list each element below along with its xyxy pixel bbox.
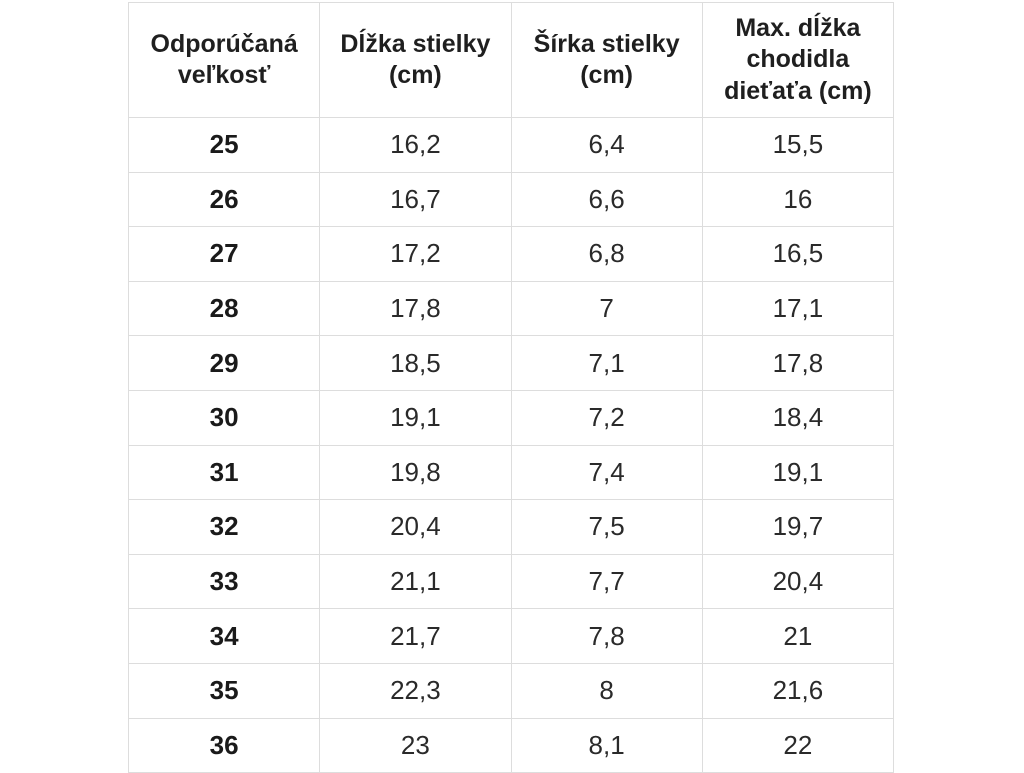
table-cell: 21,7 (319, 608, 512, 664)
size-cell: 33 (127, 553, 321, 610)
table-cell: 6,6 (510, 171, 703, 228)
table-row: 27 17,2 6,8 16,5 (127, 226, 895, 282)
table-cell: 21,1 (319, 553, 512, 610)
table-cell: 22,3 (319, 662, 512, 719)
table-row: 33 21,1 7,7 20,4 (127, 553, 895, 610)
size-cell: 32 (127, 499, 321, 555)
column-header: Max. dĺžka chodidla dieťaťa (cm) (701, 2, 895, 118)
table-cell: 6,8 (510, 226, 703, 282)
size-cell: 27 (127, 226, 321, 282)
table-cell: 7,1 (510, 335, 703, 391)
table-cell: 20,4 (319, 499, 512, 555)
table-cell: 16,5 (701, 226, 895, 282)
size-cell: 36 (127, 717, 321, 773)
table-row: 30 19,1 7,2 18,4 (127, 389, 895, 446)
table-cell: 17,8 (701, 335, 895, 391)
table-row: 34 21,7 7,8 21 (127, 608, 895, 664)
size-cell: 25 (127, 117, 321, 173)
table-cell: 17,2 (319, 226, 512, 282)
table-row: 25 16,2 6,4 15,5 (127, 117, 895, 173)
size-cell: 34 (127, 608, 321, 664)
table-cell: 7,8 (510, 608, 703, 664)
table-cell: 7 (510, 280, 703, 337)
table-cell: 21,6 (701, 662, 895, 719)
table-cell: 19,1 (701, 444, 895, 501)
size-cell: 30 (127, 389, 321, 446)
table-cell: 20,4 (701, 553, 895, 610)
size-table: Odporúčaná veľkosť Dĺžka stielky (cm) Šírk… (127, 2, 895, 773)
table-cell: 15,5 (701, 117, 895, 173)
shoe-size-chart: Odporúčaná veľkosť Dĺžka stielky (cm) Šírk… (127, 2, 895, 773)
table-cell: 18,4 (701, 389, 895, 446)
table-row: 26 16,7 6,6 16 (127, 171, 895, 228)
table-row: 28 17,8 7 17,1 (127, 280, 895, 337)
table-cell: 8,1 (510, 717, 703, 773)
table-cell: 18,5 (319, 335, 512, 391)
table-row: 29 18,5 7,1 17,8 (127, 335, 895, 391)
table-cell: 16,7 (319, 171, 512, 228)
table-cell: 22 (701, 717, 895, 773)
size-cell: 35 (127, 662, 321, 719)
column-header: Odporúčaná veľkosť (127, 2, 321, 118)
table-cell: 7,5 (510, 499, 703, 555)
table-cell: 17,8 (319, 280, 512, 337)
table-cell: 7,4 (510, 444, 703, 501)
table-row: 31 19,8 7,4 19,1 (127, 444, 895, 501)
column-header: Šírka stielky (cm) (510, 2, 703, 118)
table-row: 36 23 8,1 22 (127, 717, 895, 773)
header-row: Odporúčaná veľkosť Dĺžka stielky (cm) Šírk… (127, 2, 895, 118)
table-row: 32 20,4 7,5 19,7 (127, 499, 895, 555)
table-cell: 23 (319, 717, 512, 773)
size-cell: 26 (127, 171, 321, 228)
table-row: 35 22,3 8 21,6 (127, 662, 895, 719)
table-cell: 8 (510, 662, 703, 719)
table-cell: 16 (701, 171, 895, 228)
column-header: Dĺžka stielky (cm) (319, 2, 512, 118)
table-cell: 19,7 (701, 499, 895, 555)
size-cell: 28 (127, 280, 321, 337)
size-cell: 29 (127, 335, 321, 391)
table-cell: 19,1 (319, 389, 512, 446)
table-cell: 16,2 (319, 117, 512, 173)
table-cell: 7,2 (510, 389, 703, 446)
table-cell: 21 (701, 608, 895, 664)
size-table-body: 25 16,2 6,4 15,5 26 16,7 6,6 16 27 17,2 6,8 16,5 28 1… (127, 117, 895, 773)
size-table-header: Odporúčaná veľkosť Dĺžka stielky (cm) Šírk… (127, 2, 895, 118)
table-cell: 19,8 (319, 444, 512, 501)
table-cell: 6,4 (510, 117, 703, 173)
table-cell: 17,1 (701, 280, 895, 337)
size-cell: 31 (127, 444, 321, 501)
table-cell: 7,7 (510, 553, 703, 610)
